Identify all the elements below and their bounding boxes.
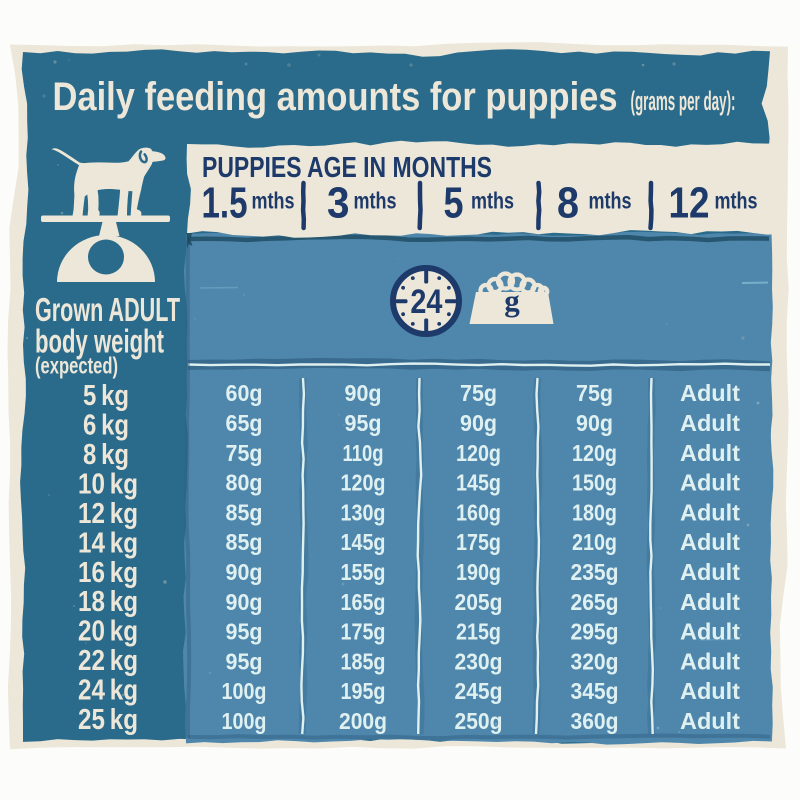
svg-text:180g: 180g — [572, 499, 617, 525]
svg-text:215g: 215g — [456, 619, 501, 645]
svg-text:mths: mths — [252, 188, 295, 214]
svg-text:150g: 150g — [572, 470, 617, 496]
svg-text:24 kg: 24 kg — [78, 675, 138, 707]
svg-text:120g: 120g — [341, 470, 386, 496]
svg-text:Adult: Adult — [680, 529, 740, 555]
svg-text:20 kg: 20 kg — [78, 616, 138, 648]
svg-text:10 kg: 10 kg — [78, 469, 138, 501]
svg-text:95g: 95g — [345, 410, 382, 436]
svg-text:190g: 190g — [456, 559, 501, 585]
svg-text:Adult: Adult — [680, 470, 740, 496]
svg-text:80g: 80g — [226, 470, 263, 496]
svg-text:8 kg: 8 kg — [83, 439, 129, 471]
svg-text:265g: 265g — [571, 589, 619, 615]
svg-text:120g: 120g — [572, 440, 617, 466]
svg-text:18 kg: 18 kg — [78, 586, 138, 618]
svg-text:230g: 230g — [455, 648, 503, 674]
svg-text:Adult: Adult — [680, 410, 740, 436]
svg-text:200g: 200g — [339, 708, 387, 734]
svg-text:320g: 320g — [571, 648, 619, 674]
svg-text:195g: 195g — [341, 678, 386, 704]
svg-text:90g: 90g — [460, 410, 497, 436]
svg-text:mths: mths — [589, 188, 632, 214]
svg-text:mths: mths — [471, 188, 514, 214]
svg-text:Adult: Adult — [680, 678, 740, 704]
svg-text:165g: 165g — [341, 589, 386, 615]
svg-text:PUPPIES AGE IN MONTHS: PUPPIES AGE IN MONTHS — [202, 152, 492, 184]
svg-text:12: 12 — [669, 180, 710, 228]
svg-text:75g: 75g — [226, 440, 263, 466]
svg-text:mths: mths — [354, 188, 397, 214]
svg-text:14 kg: 14 kg — [78, 527, 138, 559]
svg-text:5 kg: 5 kg — [83, 380, 129, 412]
svg-text:Adult: Adult — [680, 380, 740, 406]
svg-text:130g: 130g — [341, 499, 386, 525]
svg-text:60g: 60g — [226, 380, 263, 406]
svg-text:95g: 95g — [226, 619, 263, 645]
svg-text:100g: 100g — [222, 708, 267, 734]
svg-text:250g: 250g — [455, 708, 503, 734]
svg-text:85g: 85g — [226, 529, 263, 555]
svg-text:75g: 75g — [460, 380, 497, 406]
svg-text:65g: 65g — [226, 410, 263, 436]
svg-text:Grown ADULT: Grown ADULT — [35, 291, 180, 328]
svg-text:16 kg: 16 kg — [78, 557, 138, 589]
svg-text:160g: 160g — [456, 499, 501, 525]
svg-text:145g: 145g — [456, 470, 501, 496]
svg-text:360g: 360g — [571, 708, 619, 734]
svg-text:25 kg: 25 kg — [78, 704, 138, 736]
svg-text:110g: 110g — [343, 440, 384, 466]
svg-text:205g: 205g — [455, 589, 503, 615]
svg-text:Adult: Adult — [680, 708, 740, 734]
svg-text:1.5: 1.5 — [202, 180, 248, 228]
svg-text:210g: 210g — [572, 529, 617, 555]
svg-text:185g: 185g — [341, 648, 386, 674]
svg-text:24: 24 — [410, 283, 442, 321]
svg-text:235g: 235g — [571, 559, 619, 585]
svg-text:Adult: Adult — [680, 499, 740, 525]
svg-text:3: 3 — [327, 180, 350, 228]
svg-text:Adult: Adult — [680, 589, 740, 615]
svg-text:8: 8 — [557, 180, 579, 228]
svg-text:90g: 90g — [576, 410, 613, 436]
svg-text:90g: 90g — [226, 559, 263, 585]
svg-text:245g: 245g — [455, 678, 503, 704]
svg-text:mths: mths — [715, 188, 758, 214]
svg-text:345g: 345g — [571, 678, 619, 704]
svg-text:75g: 75g — [576, 380, 613, 406]
svg-text:Daily feeding amounts for pupp: Daily feeding amounts for puppies — [53, 75, 618, 119]
svg-text:Adult: Adult — [680, 619, 740, 645]
svg-text:175g: 175g — [341, 619, 386, 645]
svg-text:90g: 90g — [226, 589, 263, 615]
svg-text:175g: 175g — [456, 529, 501, 555]
svg-text:95g: 95g — [226, 648, 263, 674]
svg-text:22 kg: 22 kg — [78, 645, 138, 677]
svg-text:155g: 155g — [341, 559, 386, 585]
svg-text:85g: 85g — [226, 499, 263, 525]
svg-text:g: g — [504, 283, 520, 318]
svg-text:Adult: Adult — [680, 648, 740, 674]
svg-text:145g: 145g — [341, 529, 386, 555]
svg-text:120g: 120g — [456, 440, 501, 466]
svg-text:6 kg: 6 kg — [83, 410, 129, 442]
svg-text:295g: 295g — [571, 619, 619, 645]
svg-text:100g: 100g — [222, 678, 267, 704]
svg-text:(expected): (expected) — [35, 353, 118, 379]
svg-text:Adult: Adult — [680, 440, 740, 466]
svg-text:(grams per day):: (grams per day): — [631, 86, 736, 116]
svg-text:Adult: Adult — [680, 559, 740, 585]
svg-text:body weight: body weight — [35, 323, 164, 360]
svg-text:12 kg: 12 kg — [78, 498, 138, 530]
svg-text:90g: 90g — [345, 380, 382, 406]
svg-text:5: 5 — [444, 180, 464, 228]
